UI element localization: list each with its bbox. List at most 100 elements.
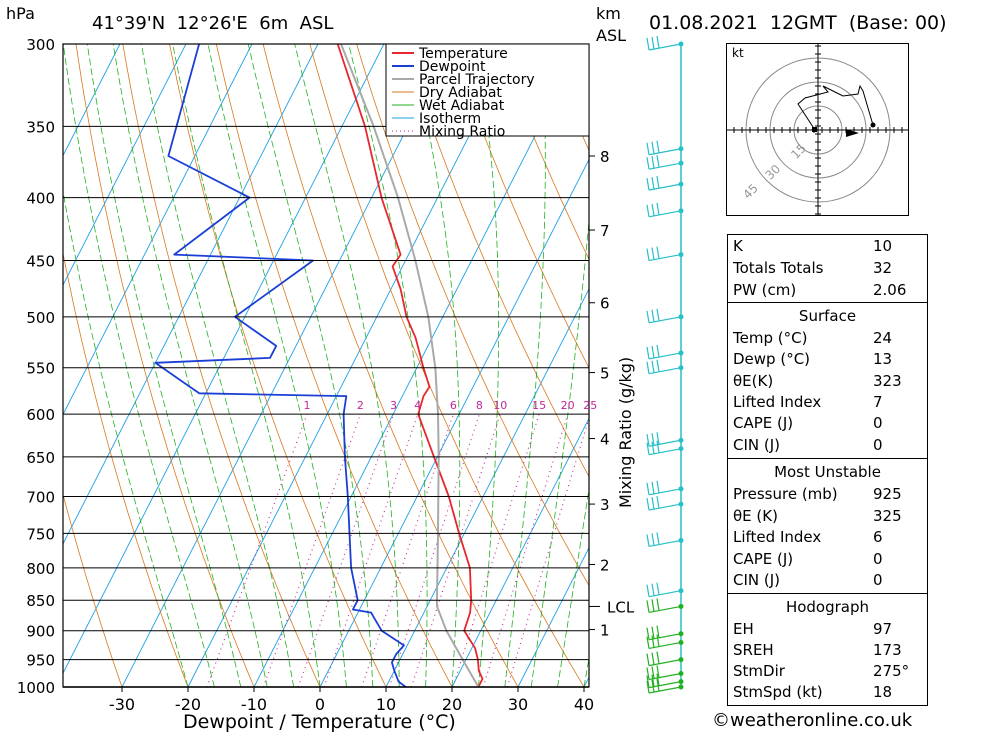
wind-barb [646, 634, 682, 650]
isotherm-line [63, 44, 385, 675]
legend-item-wet-adiabat: Wet Adiabat [419, 98, 505, 114]
mixing-ratio-label: 15 [532, 399, 546, 412]
hodograph-row-eh: EH 97 [733, 620, 893, 638]
legend-item-mixing-ratio: Mixing Ratio [419, 124, 505, 140]
lcl-label: LCL [607, 598, 635, 616]
wet-adiabat-line [112, 44, 268, 687]
dry-adiabat-line [122, 44, 321, 687]
x-axis-title: Dewpoint / Temperature (°C) [183, 711, 456, 733]
dry-adiabat-line [918, 44, 1000, 687]
pressure-tick-label: 600 [26, 406, 55, 424]
copyright-label: ©weatheronline.co.uk [712, 710, 913, 731]
chart-axis-labels: 3003504004505005506006507007508008509009… [17, 36, 635, 714]
pressure-tick-label: 800 [26, 560, 55, 578]
wind-barb [646, 344, 682, 360]
index-row-totals: Totals Totals 32 [733, 259, 893, 277]
height-tick-label: 7 [600, 222, 610, 240]
plot-border [62, 43, 590, 688]
wind-barb [646, 598, 682, 614]
hodograph-chart: kt 15 30 45 [726, 43, 909, 216]
legend-item-isotherm: Isotherm [419, 111, 481, 127]
surface-row-thetae: θE(K) 323 [733, 372, 902, 390]
chart-frame [62, 43, 590, 688]
parcel-trajectory-line [340, 44, 480, 687]
surface-row-temp: Temp (°C) 24 [733, 329, 893, 347]
wet-adiabat-line [475, 44, 500, 687]
dry-adiabat-line [309, 44, 585, 687]
wind-barb [646, 665, 682, 681]
wind-barb [646, 440, 682, 456]
pressure-tick-label: 900 [26, 623, 55, 641]
mixing-ratio-label: 10 [493, 399, 507, 412]
height-tick-label: 8 [600, 148, 610, 166]
pressure-tick-label: 550 [26, 360, 55, 378]
wind-barb [646, 246, 682, 262]
dry-adiabat-line [63, 492, 123, 687]
isotherm-line [63, 44, 187, 287]
wind-barb [646, 308, 682, 324]
hodograph-unit-label: kt [732, 46, 744, 60]
wind-barb [646, 202, 682, 218]
dry-adiabat-line [215, 44, 453, 687]
pressure-tick-label: 750 [26, 525, 55, 543]
wet-adiabat-line [63, 44, 215, 687]
hodograph-section-title: Hodograph [785, 598, 870, 616]
mixing-ratio-line [323, 414, 419, 687]
temperature-tick-label: -10 [241, 695, 267, 714]
dry-adiabat-line [403, 44, 589, 478]
mixing-ratio-label: 2 [357, 399, 364, 412]
dry-adiabat-line [262, 44, 519, 687]
wind-barb [646, 140, 682, 156]
hodograph-row-sreh: SREH 173 [733, 641, 902, 659]
wet-adiabat-line [530, 217, 589, 687]
wet-adiabat-line [63, 189, 189, 687]
isotherm-line [451, 417, 589, 687]
legend-item-parcel: Parcel Trajectory [419, 72, 535, 88]
surface-row-cape: CAPE (J) 0 [733, 414, 883, 432]
mixing-ratio-label: 20 [561, 399, 575, 412]
temperature-line [336, 44, 484, 687]
pressure-tick-label: 400 [26, 190, 55, 208]
mixing-ratio-lines [206, 413, 589, 687]
height-tick-label: 1 [600, 622, 610, 640]
hodograph-row-stmdir: StmDir 275° [733, 662, 910, 680]
wet-adiabat-line [141, 44, 294, 687]
location-label: 41°39'N 12°26'E 6m ASL [92, 13, 333, 34]
datetime-label: 01.08.2021 12GMT (Base: 00) [649, 12, 947, 34]
pressure-tick-label: 850 [26, 592, 55, 610]
dry-adiabat-line [496, 44, 589, 261]
wind-barb [646, 582, 682, 598]
index-row-k: K 10 [733, 237, 893, 255]
temperature-tick-label: 30 [508, 695, 528, 714]
wind-barbs [646, 35, 684, 694]
hodograph-grid [727, 44, 908, 215]
isotherm-line [187, 44, 517, 687]
mixing-ratio-line [262, 414, 361, 687]
isotherm-line [253, 44, 583, 687]
wind-barb [646, 176, 682, 191]
height-tick-label: 6 [600, 295, 610, 313]
temperature-tick-label: 40 [574, 695, 594, 714]
wind-barb [646, 673, 682, 689]
pressure-tick-label: 650 [26, 449, 55, 467]
pressure-tick-label: 950 [26, 652, 55, 670]
hodograph-trace [797, 84, 874, 131]
unstable-row-cape: CAPE (J) 0 [733, 550, 883, 568]
wet-adiabat-line [247, 44, 374, 687]
unstable-row-pressure: Pressure (mb) 925 [733, 485, 902, 503]
pressure-unit-label: hPa [6, 4, 35, 23]
mixing-ratio-line [297, 414, 395, 687]
temperature-tick-label: 0 [315, 695, 325, 714]
height-tick-label: 5 [600, 365, 610, 383]
wet-adiabat-line [207, 44, 347, 687]
wet-adiabat-line [172, 44, 321, 687]
wind-barb [646, 625, 682, 641]
temperature-tick-label: -20 [175, 695, 201, 714]
wind-barb [646, 155, 682, 170]
mixing-ratio-label: 6 [450, 399, 457, 412]
height-tick-label: 4 [600, 431, 610, 449]
pressure-tick-label: 1000 [17, 679, 55, 697]
wind-barb [646, 359, 682, 375]
index-row-pw: PW (cm) 2.06 [733, 281, 907, 299]
